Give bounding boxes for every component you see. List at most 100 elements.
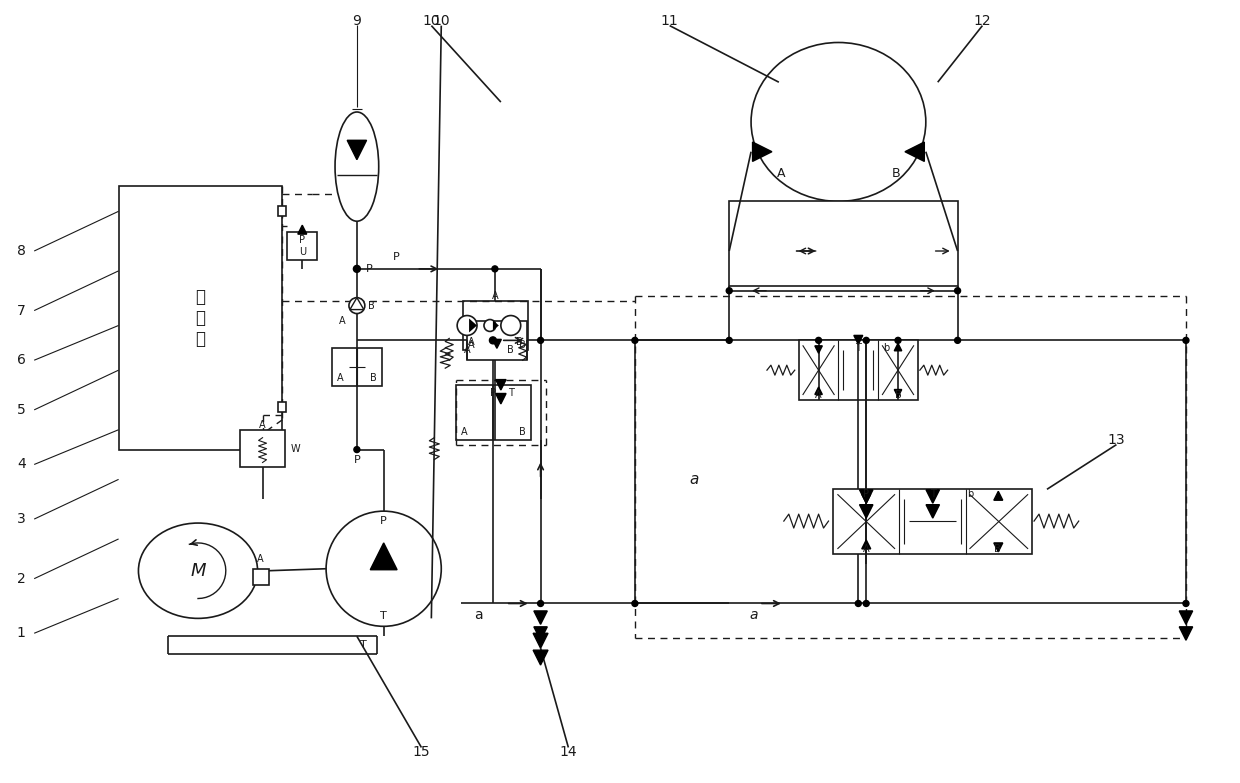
- Text: A: A: [337, 373, 343, 383]
- Bar: [833, 489, 1032, 554]
- Text: a: a: [474, 608, 482, 622]
- Circle shape: [538, 337, 543, 343]
- Circle shape: [955, 287, 961, 294]
- Text: B: B: [507, 345, 515, 355]
- Text: P: P: [353, 454, 361, 464]
- Bar: [288, 232, 317, 260]
- Bar: [239, 430, 285, 467]
- Polygon shape: [894, 343, 901, 351]
- Bar: [463, 301, 528, 350]
- Polygon shape: [905, 142, 924, 161]
- Text: W: W: [290, 444, 300, 453]
- Circle shape: [458, 316, 477, 335]
- Polygon shape: [371, 543, 397, 570]
- Circle shape: [632, 337, 637, 343]
- Polygon shape: [854, 335, 863, 345]
- Text: 3: 3: [17, 512, 26, 526]
- Polygon shape: [350, 298, 363, 309]
- Polygon shape: [753, 142, 773, 161]
- Circle shape: [895, 337, 901, 343]
- Text: A: A: [464, 345, 470, 355]
- Polygon shape: [815, 346, 822, 353]
- Bar: [279, 402, 286, 412]
- Text: P: P: [381, 516, 387, 526]
- Circle shape: [326, 511, 441, 626]
- Text: T: T: [508, 388, 513, 398]
- Text: B: B: [994, 544, 1001, 554]
- Circle shape: [816, 337, 822, 343]
- Circle shape: [490, 337, 496, 344]
- Text: 2: 2: [17, 572, 26, 586]
- Text: 15: 15: [413, 745, 430, 760]
- Text: B: B: [516, 337, 523, 348]
- Text: 10: 10: [423, 13, 440, 27]
- Text: T: T: [930, 489, 936, 500]
- Text: P: P: [393, 252, 401, 262]
- Polygon shape: [496, 394, 506, 404]
- Text: B: B: [892, 167, 900, 180]
- Text: B: B: [520, 427, 526, 437]
- Text: 控
制
器: 控 制 器: [196, 288, 206, 348]
- Polygon shape: [862, 540, 870, 549]
- Circle shape: [501, 316, 521, 335]
- Bar: [279, 207, 286, 216]
- Polygon shape: [298, 226, 306, 234]
- Text: 7: 7: [17, 304, 26, 318]
- Circle shape: [955, 337, 961, 343]
- Circle shape: [727, 287, 732, 294]
- Bar: [119, 186, 283, 449]
- Polygon shape: [469, 319, 477, 333]
- Circle shape: [856, 601, 862, 607]
- Polygon shape: [859, 490, 873, 503]
- Polygon shape: [492, 339, 501, 348]
- Circle shape: [484, 319, 496, 331]
- Text: 6: 6: [17, 353, 26, 367]
- Text: A: A: [461, 427, 467, 437]
- Circle shape: [353, 446, 360, 453]
- Text: P: P: [863, 489, 869, 500]
- Text: M: M: [190, 561, 206, 579]
- Text: A: A: [257, 554, 264, 564]
- Text: b: b: [967, 489, 973, 500]
- Bar: [456, 385, 531, 440]
- Text: a: a: [750, 608, 759, 622]
- Circle shape: [727, 337, 732, 343]
- Text: 10: 10: [433, 13, 450, 27]
- Polygon shape: [993, 491, 1003, 500]
- Text: T: T: [856, 343, 862, 353]
- Polygon shape: [859, 505, 873, 518]
- Text: A: A: [259, 420, 265, 430]
- Text: 14: 14: [559, 745, 577, 760]
- Polygon shape: [534, 611, 547, 624]
- Text: 12: 12: [973, 13, 991, 27]
- Text: b: b: [883, 343, 889, 353]
- Text: T: T: [381, 612, 387, 622]
- Polygon shape: [926, 505, 940, 518]
- Text: T: T: [361, 640, 367, 650]
- Text: 4: 4: [17, 457, 26, 471]
- Text: A: A: [863, 544, 869, 554]
- Text: 11: 11: [661, 13, 678, 27]
- Text: A: A: [467, 341, 475, 350]
- Bar: [332, 348, 382, 386]
- Text: 1: 1: [17, 626, 26, 640]
- Text: 13: 13: [1107, 433, 1125, 446]
- Polygon shape: [533, 633, 548, 648]
- Circle shape: [863, 601, 869, 607]
- Text: P
U: P U: [299, 235, 306, 257]
- Text: B: B: [368, 301, 376, 311]
- Bar: [253, 568, 269, 585]
- Text: A: A: [491, 290, 498, 301]
- Polygon shape: [926, 490, 940, 503]
- Circle shape: [348, 298, 365, 313]
- Text: P: P: [490, 388, 496, 398]
- Polygon shape: [894, 389, 901, 397]
- Text: A: A: [339, 316, 345, 326]
- Polygon shape: [496, 380, 506, 390]
- Text: 9: 9: [352, 13, 361, 27]
- Text: P: P: [366, 264, 372, 274]
- Text: B: B: [520, 341, 526, 350]
- Text: 5: 5: [17, 403, 26, 417]
- Circle shape: [538, 601, 543, 607]
- Polygon shape: [862, 494, 870, 503]
